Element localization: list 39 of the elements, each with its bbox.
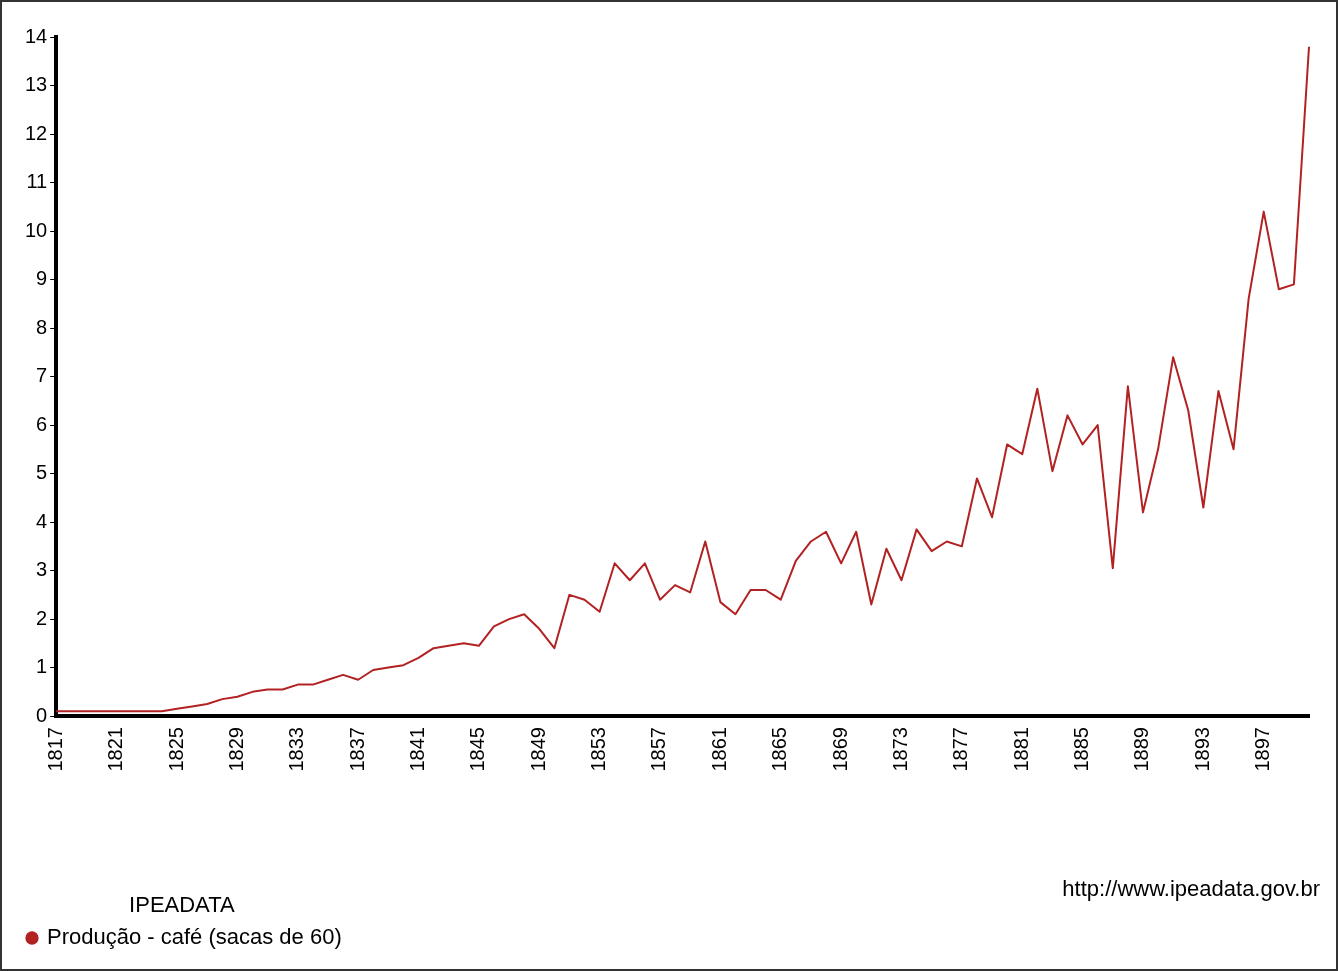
- y-tick-label: 12: [25, 121, 48, 144]
- text: http://www.ipeadata.gov.br: [1062, 876, 1320, 902]
- x-tick-label: 1865: [768, 727, 791, 772]
- x-tick-label: 1833: [285, 727, 308, 772]
- x-tick-label: 1837: [345, 727, 368, 772]
- x-tick-label: 1893: [1190, 727, 1213, 772]
- x-tick-label: 1825: [164, 727, 187, 772]
- y-tick-label: 14: [25, 24, 48, 47]
- x-tick-label: 1849: [526, 727, 549, 772]
- x-tick-label: 1869: [828, 727, 851, 772]
- x-tick-label: 1881: [1009, 727, 1032, 772]
- y-tick-label: 2: [36, 606, 48, 629]
- x-tick-label: 1857: [647, 727, 670, 772]
- x-tick-label: 1853: [587, 727, 610, 772]
- x-tick-label: 1821: [104, 727, 127, 772]
- x-tick-label: 1877: [949, 727, 972, 772]
- x-tick-label: 1845: [466, 727, 489, 772]
- x-tick-label: 1829: [224, 727, 247, 772]
- y-tick-label: 7: [36, 364, 48, 387]
- x-tick-label: 1817: [43, 727, 66, 772]
- legend-title: IPEADATA: [129, 891, 235, 917]
- x-tick-label: 1841: [406, 727, 428, 772]
- y-tick-label: 0: [36, 703, 48, 726]
- x-tick-label: 1861: [707, 727, 730, 772]
- y-tick-label: 3: [36, 558, 48, 581]
- x-tick-label: 1873: [888, 727, 911, 772]
- x-tick-label: 1897: [1251, 727, 1274, 772]
- y-tick-label: 6: [36, 412, 48, 435]
- y-tick-label: 13: [25, 73, 48, 96]
- x-tick-label: 1885: [1070, 727, 1093, 772]
- y-tick-label: 10: [25, 218, 48, 241]
- y-tick-label: 9: [36, 267, 48, 290]
- x-tick-label: 1889: [1130, 727, 1153, 772]
- y-tick-label: 1: [36, 655, 48, 678]
- y-tick-label: 4: [36, 509, 48, 532]
- legend-label: Produção - café (sacas de 60): [47, 924, 342, 950]
- y-tick-label: 11: [26, 170, 48, 193]
- y-tick-label: 5: [36, 461, 48, 484]
- y-tick-label: 8: [36, 315, 48, 338]
